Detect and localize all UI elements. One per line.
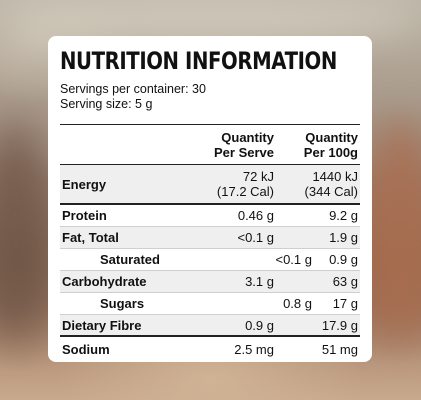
per-serve-value: <0.1 g: [275, 252, 312, 267]
nutrient-name: Sugars: [100, 296, 145, 311]
per-100g-value: 63 g: [332, 274, 358, 289]
table-row-saturated: Saturated <0.1 g 0.9 g: [60, 249, 360, 271]
nutrient-name: Energy: [62, 176, 107, 192]
nutrient-name: Sodium: [62, 341, 110, 357]
nutrient-name: Fat, Total: [62, 230, 119, 245]
per-serve-value: 2.5 mg: [234, 341, 274, 357]
nutrient-name: Dietary Fibre: [62, 317, 142, 333]
per-serve-value: 0.46 g: [237, 208, 274, 223]
header-per-100g: Quantity Per 100g: [303, 129, 358, 160]
background-blur: [0, 0, 421, 40]
panel-title: NUTRITION INFORMATION: [60, 47, 337, 75]
nutrient-name: Saturated: [100, 252, 160, 267]
per-100g-value: 1440 kJ (344 Cal): [304, 169, 358, 199]
table-row-sodium: Sodium 2.5 mg 51 mg: [60, 337, 360, 361]
table-header: Quantity Per Serve Quantity Per 100g: [60, 125, 360, 165]
background-blur: [0, 120, 50, 340]
serving-size: Serving size: 5 g: [60, 97, 153, 111]
per-serve-value: 72 kJ (17.2 Cal): [216, 169, 274, 199]
nutrition-table: Quantity Per Serve Quantity Per 100g Ene…: [60, 124, 360, 361]
nutrient-name: Protein: [62, 208, 107, 223]
per-serve-value: 0.9 g: [245, 317, 274, 333]
table-row-dietary-fibre: Dietary Fibre 0.9 g 17.9 g: [60, 315, 360, 337]
header-per-serve: Quantity Per Serve: [214, 129, 274, 160]
per-100g-value: 0.9 g: [329, 252, 358, 267]
per-serve-value: <0.1 g: [237, 230, 274, 245]
nutrition-panel: NUTRITION INFORMATION Servings per conta…: [48, 36, 372, 362]
table-row-fat-total: Fat, Total <0.1 g 1.9 g: [60, 227, 360, 249]
per-100g-value: 51 mg: [321, 341, 358, 357]
per-100g-value: 9.2 g: [329, 208, 358, 223]
per-serve-value: 0.8 g: [283, 296, 312, 311]
per-100g-value: 1.9 g: [329, 230, 358, 245]
nutrient-name: Carbohydrate: [62, 274, 147, 289]
servings-per-container: Servings per container: 30: [60, 82, 206, 96]
table-row-sugars: Sugars 0.8 g 17 g: [60, 293, 360, 315]
table-row-protein: Protein 0.46 g 9.2 g: [60, 205, 360, 227]
per-100g-value: 17.9 g: [321, 317, 358, 333]
per-100g-value: 17 g: [332, 296, 358, 311]
table-row-energy: Energy 72 kJ (17.2 Cal) 1440 kJ (344 Cal…: [60, 165, 360, 205]
table-row-carbohydrate: Carbohydrate 3.1 g 63 g: [60, 271, 360, 293]
serving-info: Servings per container: 30 Serving size:…: [60, 82, 360, 112]
per-serve-value: 3.1 g: [245, 274, 274, 289]
